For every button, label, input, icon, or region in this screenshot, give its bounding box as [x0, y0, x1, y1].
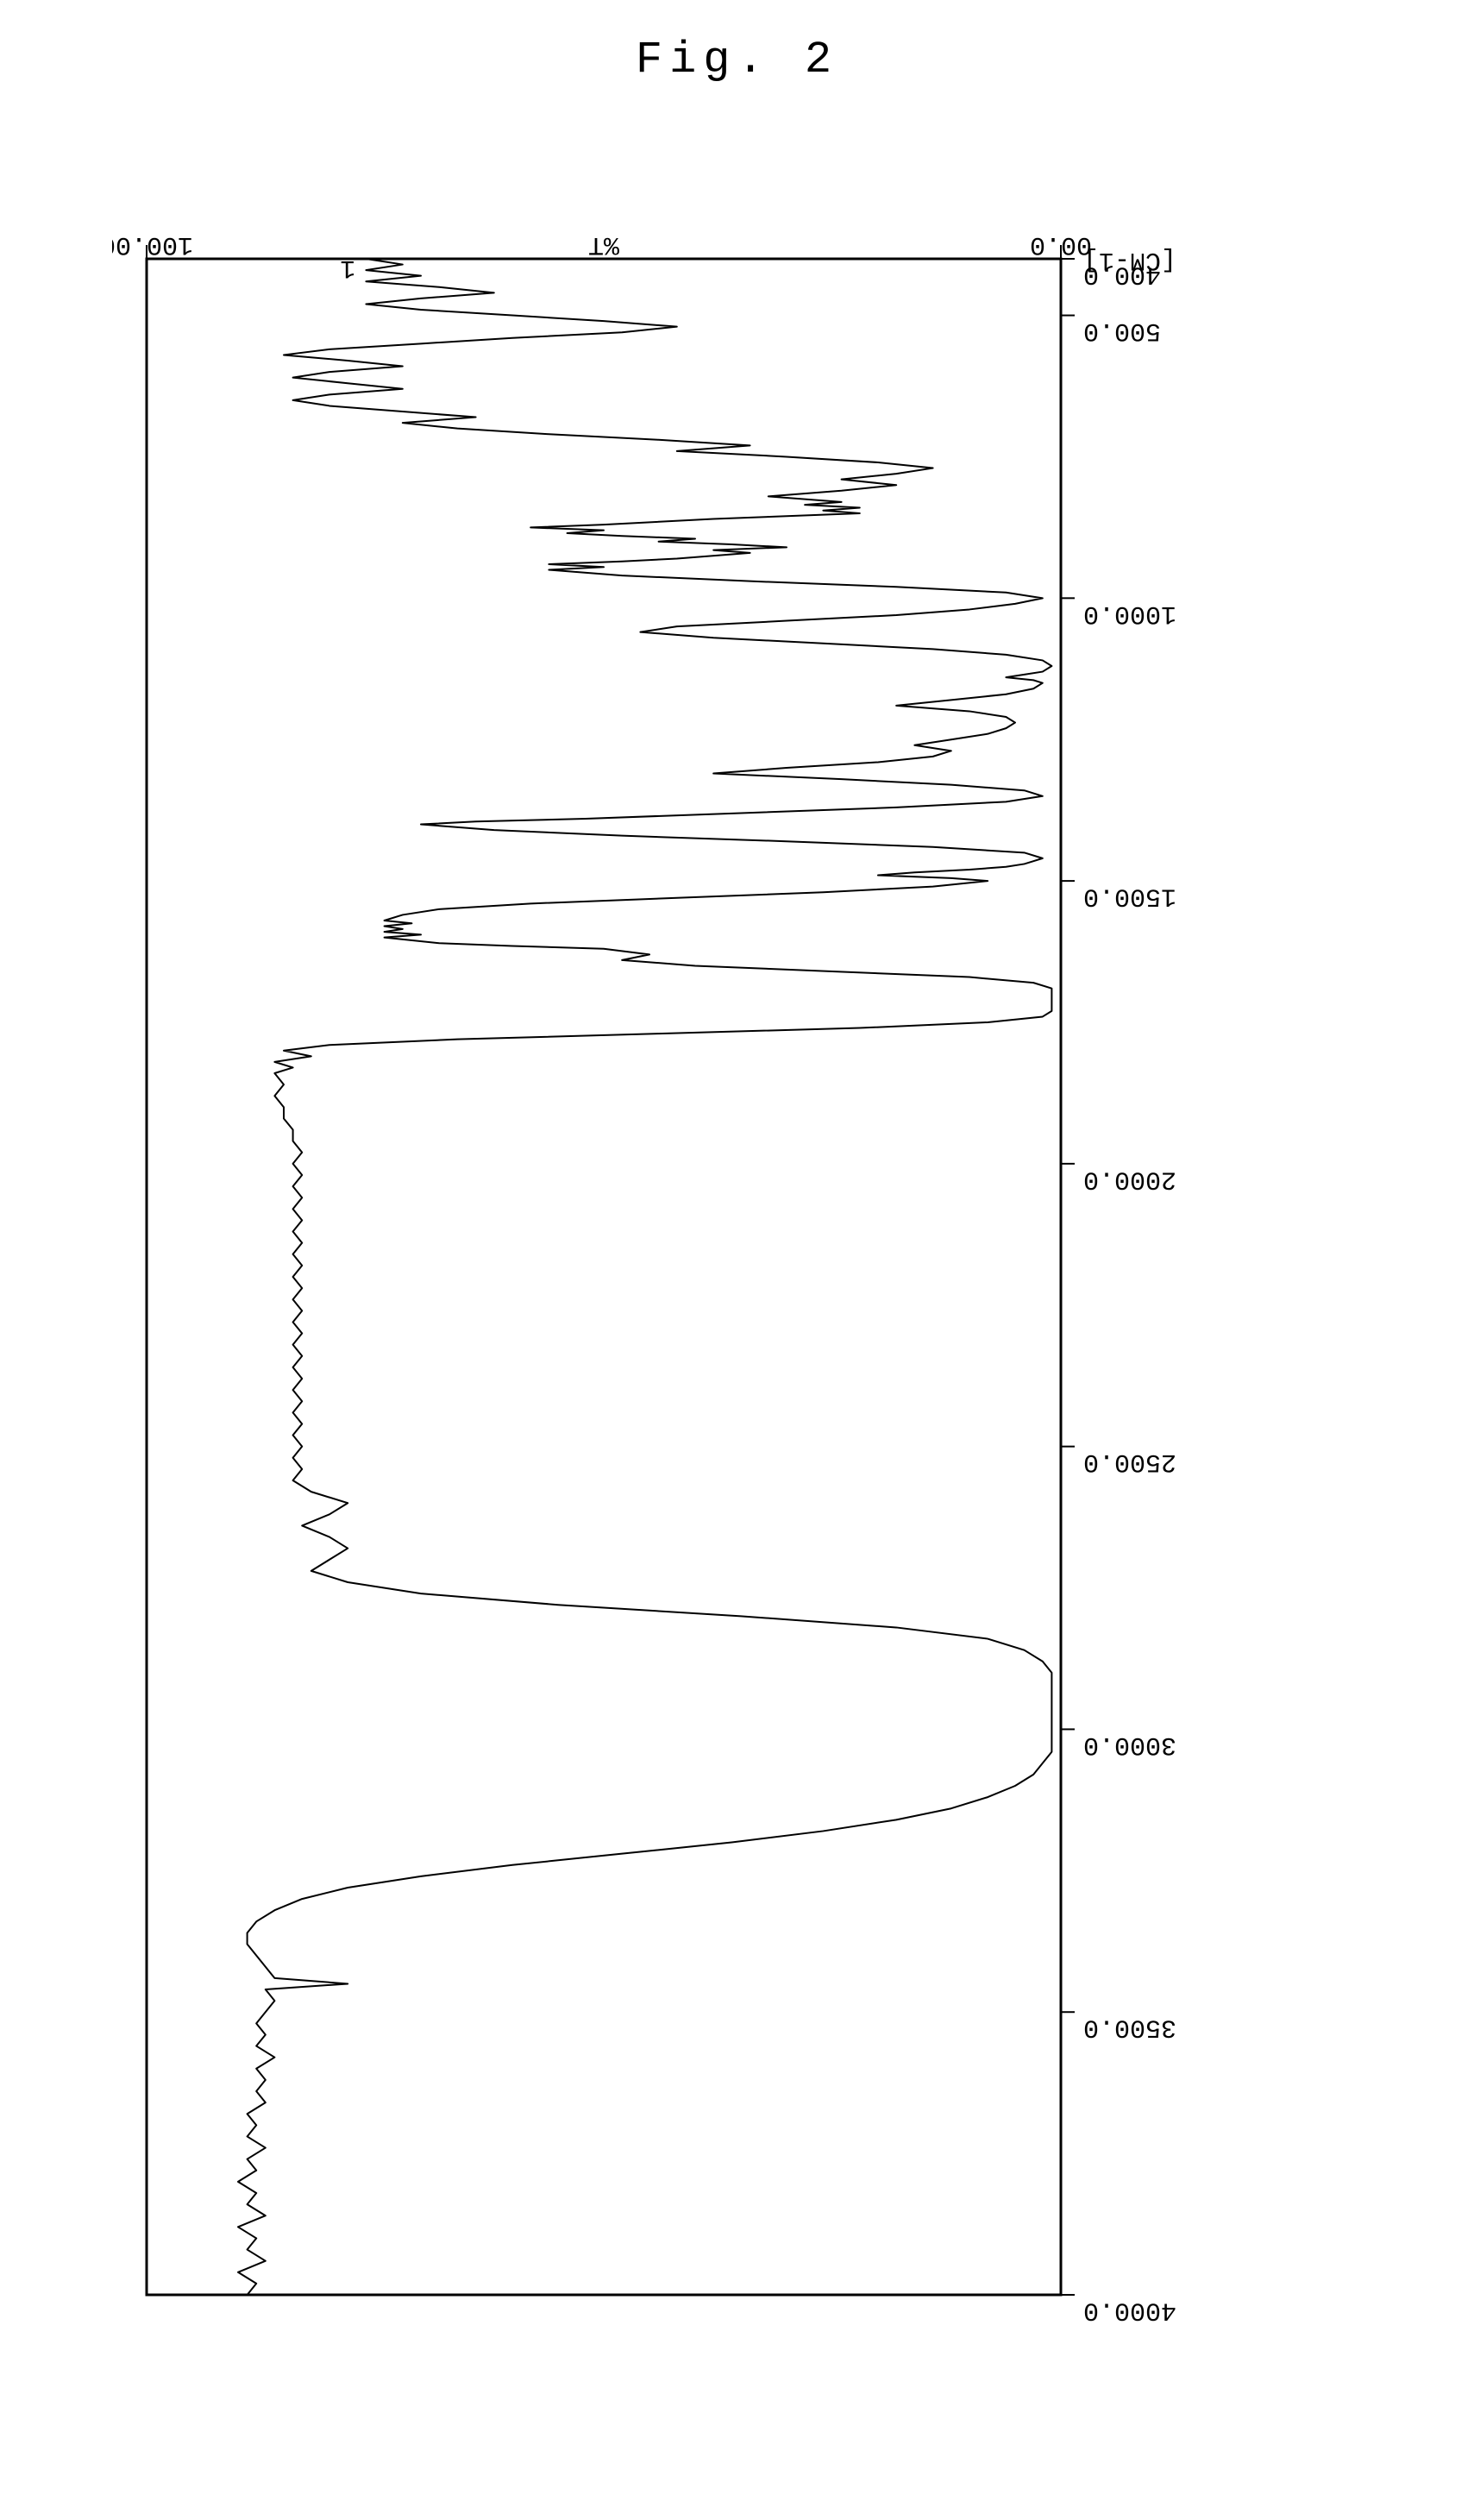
y-tick-label: 4000.0 [1083, 2296, 1176, 2325]
y-tick-label: 500.0 [1083, 316, 1161, 345]
ir-spectrum-chart: 00.0100.00%T400.0500.01000.01500.02000.0… [112, 224, 1363, 2416]
peak-annotation: 1 [340, 253, 355, 282]
y-tick-label: 3500.0 [1083, 2013, 1176, 2042]
y-tick-label: 3000.0 [1083, 1730, 1176, 1759]
x-tick-label: 100.00 [112, 229, 193, 259]
chart-svg: 00.0100.00%T400.0500.01000.01500.02000.0… [112, 224, 1363, 2416]
y-tick-label: 2000.0 [1083, 1164, 1176, 1193]
y-tick-label: 1000.0 [1083, 599, 1176, 628]
y-tick-label: 2500.0 [1083, 1447, 1176, 1476]
x-tick-label: 00.0 [1030, 229, 1092, 259]
x-axis-label: %T [588, 229, 619, 259]
y-axis-label: [CM-1] [1083, 245, 1176, 274]
page: Fig. 2 00.0100.00%T400.0500.01000.01500.… [0, 0, 1474, 2520]
figure-title: Fig. 2 [0, 35, 1474, 85]
chart-bg [112, 224, 1363, 2416]
y-tick-label: 1500.0 [1083, 882, 1176, 911]
